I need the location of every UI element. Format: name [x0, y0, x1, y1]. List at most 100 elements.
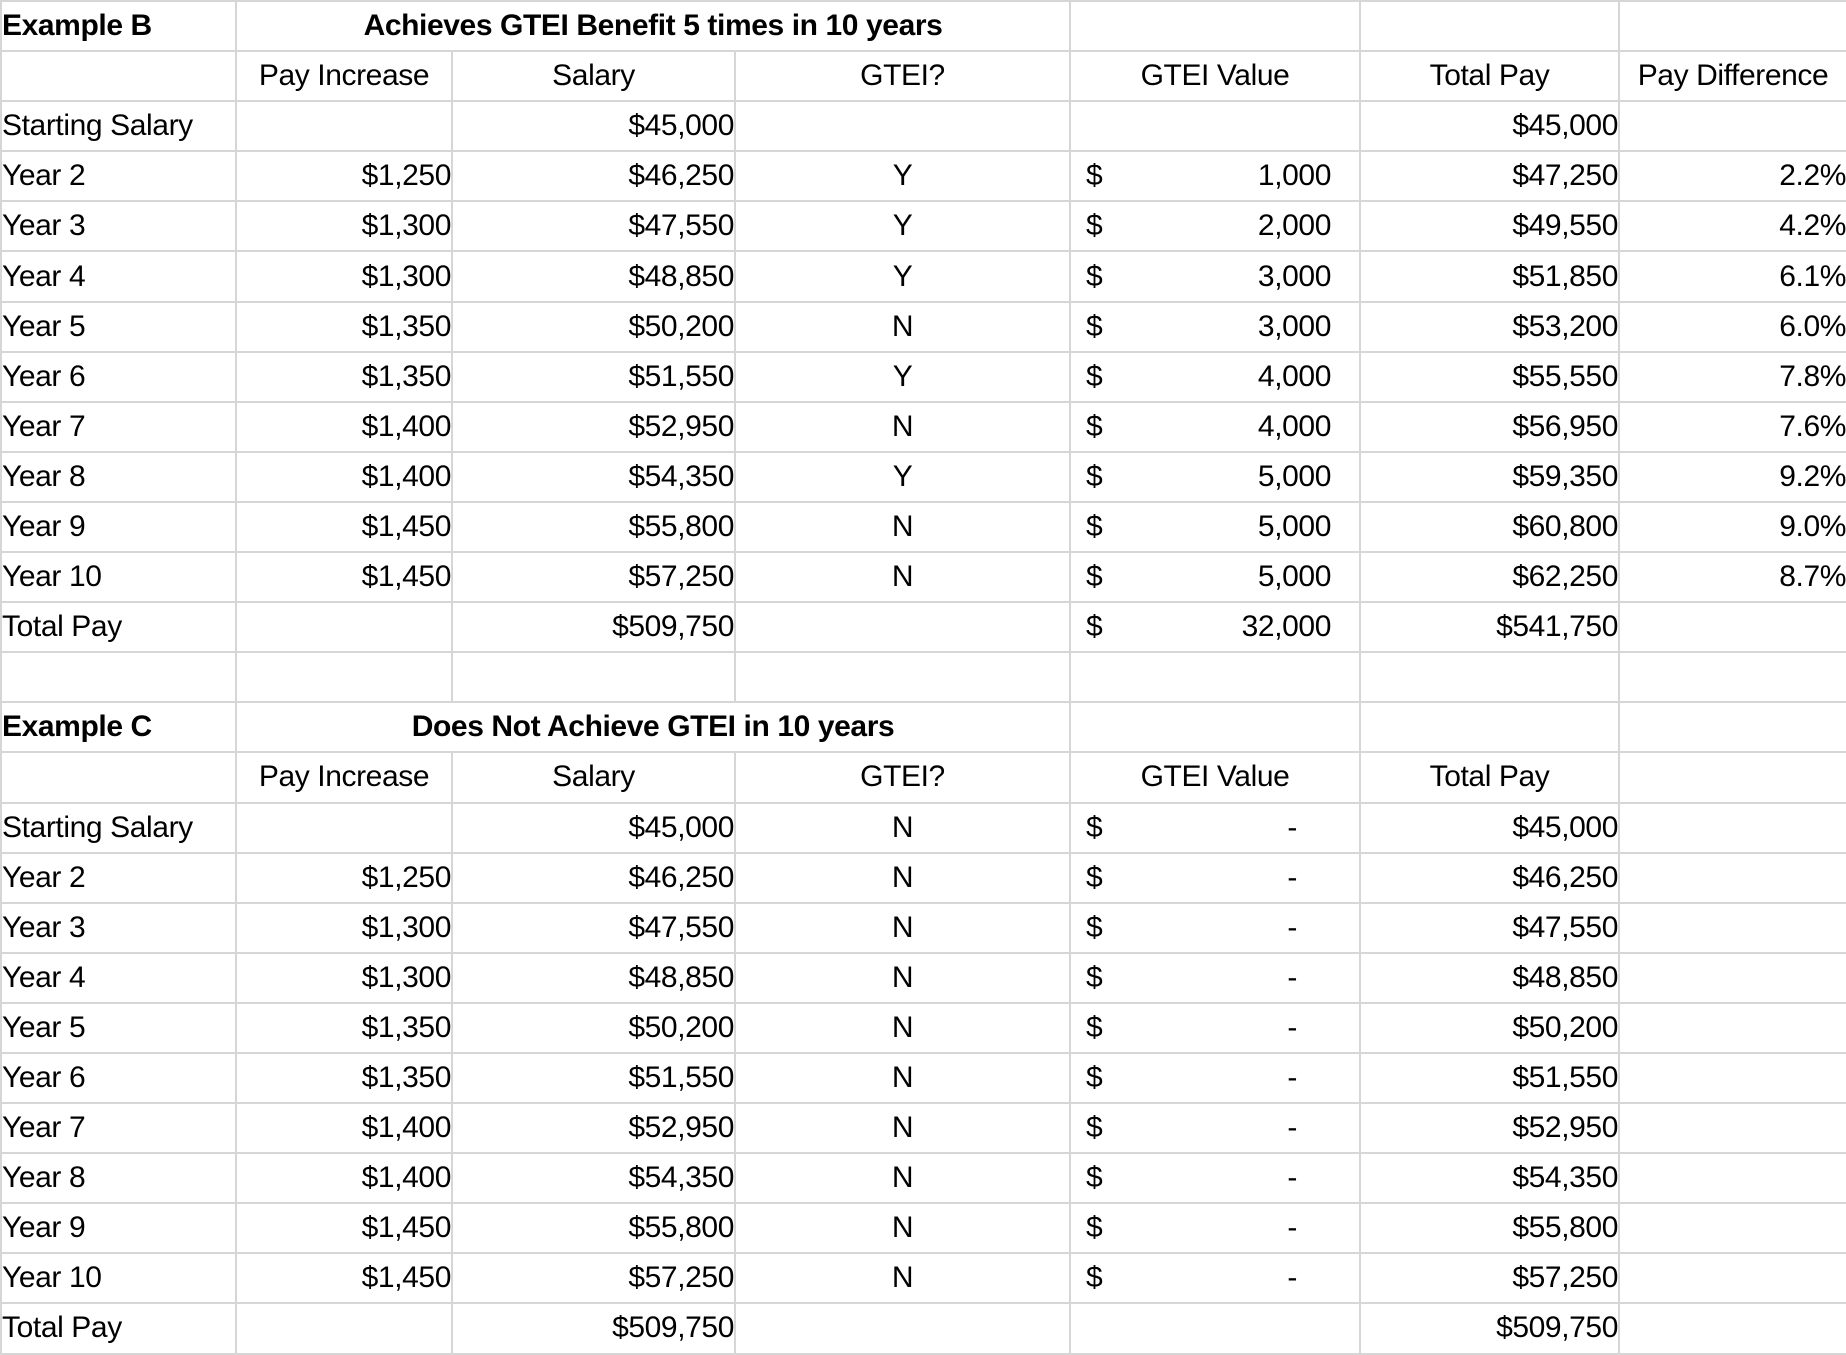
cell-gtei-flag[interactable]: N	[734, 801, 1071, 854]
cell-gtei-value[interactable]: $ -	[1069, 1102, 1361, 1155]
cell-pay-difference[interactable]	[1618, 1302, 1846, 1355]
cell-total-pay[interactable]: $55,800	[1359, 1202, 1620, 1255]
cell-pay-difference[interactable]	[1618, 1252, 1846, 1305]
cell-gtei-value[interactable]: $5,000	[1069, 551, 1361, 604]
cell-gtei-value[interactable]: $ -	[1069, 951, 1361, 1004]
cell-gtei-flag[interactable]	[734, 601, 1071, 654]
cell-total-pay[interactable]: $51,850	[1359, 250, 1620, 303]
cell-salary[interactable]: $57,250	[451, 1252, 736, 1305]
cell-gtei-flag[interactable]	[734, 1302, 1071, 1355]
cell-row-label[interactable]: Year 5	[0, 300, 237, 353]
cell-total-pay[interactable]: $54,350	[1359, 1152, 1620, 1205]
cell-pay-difference[interactable]	[1618, 1051, 1846, 1105]
column-header[interactable]: Pay Increase	[235, 50, 453, 103]
cell-total-pay[interactable]: $45,000	[1359, 100, 1620, 153]
cell-total-pay[interactable]: $47,250	[1359, 150, 1620, 203]
cell-row-label[interactable]: Year 10	[0, 1252, 237, 1305]
empty-cell[interactable]	[734, 651, 1071, 704]
cell-gtei-value[interactable]: $3,000	[1069, 300, 1361, 353]
cell-gtei-value[interactable]	[1069, 100, 1361, 153]
cell-gtei-value[interactable]: $1,000	[1069, 150, 1361, 203]
cell-salary[interactable]: $45,000	[451, 100, 736, 153]
cell-row-label[interactable]: Year 9	[0, 500, 237, 554]
cell-row-label[interactable]: Year 3	[0, 200, 237, 253]
cell-gtei-flag[interactable]: N	[734, 500, 1071, 554]
cell-salary[interactable]: $50,200	[451, 300, 736, 353]
cell-total-pay[interactable]: $60,800	[1359, 500, 1620, 554]
cell-pay-difference[interactable]: 7.6%	[1618, 400, 1846, 453]
cell-gtei-flag[interactable]: Y	[734, 350, 1071, 403]
cell-row-label[interactable]: Year 10	[0, 551, 237, 604]
cell-pay-increase[interactable]: $1,400	[235, 1152, 453, 1205]
cell-gtei-value[interactable]: $ -	[1069, 801, 1361, 854]
cell-row-label[interactable]: Starting Salary	[0, 801, 237, 854]
empty-cell[interactable]	[1069, 0, 1361, 53]
cell-pay-increase[interactable]: $1,250	[235, 150, 453, 203]
column-header[interactable]: Pay Difference	[1618, 50, 1846, 103]
column-header[interactable]: GTEI Value	[1069, 50, 1361, 103]
cell-gtei-value[interactable]	[1069, 1302, 1361, 1355]
cell-pay-difference[interactable]	[1618, 1001, 1846, 1054]
cell-gtei-flag[interactable]: N	[734, 901, 1071, 954]
cell-gtei-flag[interactable]	[734, 100, 1071, 153]
cell-salary[interactable]: $48,850	[451, 250, 736, 303]
cell-pay-increase[interactable]: $1,250	[235, 851, 453, 904]
cell-salary[interactable]: $46,250	[451, 851, 736, 904]
cell-pay-increase[interactable]	[235, 100, 453, 153]
cell-salary[interactable]: $52,950	[451, 1102, 736, 1155]
cell-pay-increase[interactable]: $1,350	[235, 300, 453, 353]
column-header[interactable]: Salary	[451, 751, 736, 804]
cell-row-label[interactable]: Year 7	[0, 400, 237, 453]
cell-pay-difference[interactable]: 2.2%	[1618, 150, 1846, 203]
empty-cell[interactable]	[0, 651, 237, 704]
cell-gtei-flag[interactable]: N	[734, 1001, 1071, 1054]
table-title[interactable]: Achieves GTEI Benefit 5 times in 10 year…	[235, 0, 1071, 53]
cell-salary[interactable]: $46,250	[451, 150, 736, 203]
empty-cell[interactable]	[1069, 651, 1361, 704]
cell-row-label[interactable]: Year 8	[0, 450, 237, 503]
cell-pay-increase[interactable]: $1,300	[235, 250, 453, 303]
cell-pay-increase[interactable]: $1,400	[235, 1102, 453, 1155]
cell-pay-increase[interactable]: $1,400	[235, 400, 453, 453]
cell-salary[interactable]: $55,800	[451, 1202, 736, 1255]
empty-cell[interactable]	[1359, 651, 1620, 704]
cell-gtei-value[interactable]: $4,000	[1069, 400, 1361, 453]
cell-gtei-value[interactable]: $ -	[1069, 1252, 1361, 1305]
empty-cell[interactable]	[0, 50, 237, 103]
cell-salary[interactable]: $54,350	[451, 450, 736, 503]
cell-pay-increase[interactable]: $1,350	[235, 1051, 453, 1105]
cell-total-pay[interactable]: $49,550	[1359, 200, 1620, 253]
cell-row-label[interactable]: Year 8	[0, 1152, 237, 1205]
cell-pay-difference[interactable]	[1618, 801, 1846, 854]
cell-pay-increase[interactable]: $1,350	[235, 1001, 453, 1054]
cell-pay-increase[interactable]: $1,450	[235, 1252, 453, 1305]
cell-pay-difference[interactable]: 4.2%	[1618, 200, 1846, 253]
cell-gtei-value[interactable]: $ -	[1069, 1051, 1361, 1105]
cell-gtei-flag[interactable]: N	[734, 1051, 1071, 1105]
cell-pay-increase[interactable]: $1,450	[235, 1202, 453, 1255]
cell-gtei-flag[interactable]: Y	[734, 450, 1071, 503]
section-label[interactable]: Example C	[0, 701, 237, 754]
cell-pay-increase[interactable]	[235, 1302, 453, 1355]
cell-total-pay[interactable]: $509,750	[1359, 1302, 1620, 1355]
cell-row-label[interactable]: Year 5	[0, 1001, 237, 1054]
cell-salary[interactable]: $45,000	[451, 801, 736, 854]
cell-salary[interactable]: $55,800	[451, 500, 736, 554]
cell-gtei-value[interactable]: $ -	[1069, 1001, 1361, 1054]
cell-salary[interactable]: $57,250	[451, 551, 736, 604]
cell-row-label[interactable]: Year 7	[0, 1102, 237, 1155]
cell-pay-increase[interactable]: $1,300	[235, 901, 453, 954]
cell-pay-difference[interactable]	[1618, 901, 1846, 954]
cell-total-pay[interactable]: $48,850	[1359, 951, 1620, 1004]
cell-salary[interactable]: $54,350	[451, 1152, 736, 1205]
cell-pay-difference[interactable]: 7.8%	[1618, 350, 1846, 403]
cell-pay-increase[interactable]	[235, 601, 453, 654]
cell-total-pay[interactable]: $51,550	[1359, 1051, 1620, 1105]
empty-cell[interactable]	[1359, 701, 1620, 754]
cell-total-pay[interactable]: $56,950	[1359, 400, 1620, 453]
cell-gtei-value[interactable]: $32,000	[1069, 601, 1361, 654]
column-header[interactable]: GTEI?	[734, 50, 1071, 103]
cell-gtei-value[interactable]: $5,000	[1069, 450, 1361, 503]
column-header[interactable]: GTEI Value	[1069, 751, 1361, 804]
cell-gtei-flag[interactable]: N	[734, 400, 1071, 453]
